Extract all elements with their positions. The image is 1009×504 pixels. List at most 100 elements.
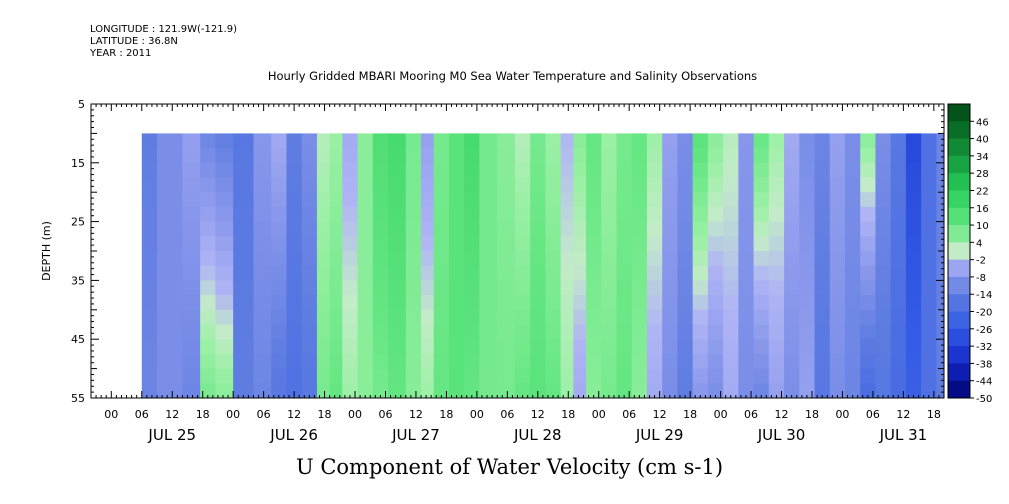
heatmap-cell (601, 206, 617, 222)
heatmap-cell (215, 251, 234, 267)
heatmap-cell (157, 206, 183, 222)
heatmap-cell (157, 324, 183, 340)
heatmap-cell (560, 353, 574, 369)
heatmap-cell (286, 265, 303, 281)
heatmap-cell (631, 162, 648, 178)
heatmap-cell (753, 162, 770, 178)
heatmap-cell (405, 148, 422, 164)
heatmap-cell (545, 221, 562, 237)
heatmap-cell (405, 383, 422, 399)
heatmap-cell (253, 339, 272, 355)
heatmap-cell (405, 353, 422, 369)
heatmap-cell (421, 280, 435, 296)
heatmap-cell (372, 162, 389, 178)
heatmap-cell (253, 383, 272, 399)
heatmap-cell (372, 265, 389, 281)
heatmap-cell (631, 236, 648, 252)
heatmap-cell (316, 148, 331, 164)
heatmap-cell (829, 383, 846, 399)
heatmap-cell (421, 265, 435, 281)
heatmap-cell (286, 221, 303, 237)
heatmap-cell (768, 353, 785, 369)
heatmap-cell (646, 309, 663, 325)
heatmap-cell (301, 148, 318, 164)
heatmap-cell (497, 221, 516, 237)
heatmap-cell (784, 206, 800, 222)
heatmap-cell (372, 309, 389, 325)
heatmap-cell (738, 295, 754, 311)
colorbar-label: -32 (976, 342, 992, 353)
heatmap-cell (799, 309, 815, 325)
heatmap-cell (677, 383, 694, 399)
heatmap-cell (601, 192, 617, 208)
heatmap-cell (253, 162, 272, 178)
heatmap-cell (545, 353, 562, 369)
heatmap-cell (631, 148, 648, 164)
x-day-label: JUL 26 (269, 426, 318, 444)
heatmap-cell (723, 192, 739, 208)
heatmap-cell (342, 265, 358, 281)
heatmap-cell (329, 339, 343, 355)
heatmap-cell (497, 162, 516, 178)
heatmap-cell (573, 324, 587, 340)
heatmap-cell (514, 177, 531, 193)
x-day-label: JUL 31 (879, 426, 928, 444)
heatmap-cell (372, 133, 389, 149)
heatmap-cell (753, 251, 770, 267)
heatmap-cell (464, 148, 480, 164)
heatmap-cell (936, 148, 945, 164)
heatmap-cell (421, 133, 435, 149)
colorbar-frame (947, 103, 971, 399)
x-hour-label: 18 (927, 408, 941, 421)
heatmap-cell (860, 236, 876, 252)
heatmap-cell (860, 353, 876, 369)
heatmap-cell (829, 133, 846, 149)
heatmap-cell (768, 368, 785, 384)
heatmap-cell (405, 221, 422, 237)
heatmap-cell (677, 280, 694, 296)
heatmap-cell (530, 221, 546, 237)
heatmap-cell (545, 383, 562, 399)
heatmap-cell (692, 280, 709, 296)
heatmap-cell (182, 265, 201, 281)
heatmap-cell (768, 133, 785, 149)
heatmap-cell (784, 148, 800, 164)
heatmap-cell (479, 221, 498, 237)
heatmap-cell (784, 309, 800, 325)
heatmap-cell (677, 177, 694, 193)
heatmap-cell (514, 133, 531, 149)
heatmap-cell (677, 339, 694, 355)
heatmap-cell (497, 265, 516, 281)
heatmap-cell (677, 206, 694, 222)
heatmap-cell (316, 295, 331, 311)
heatmap-cell (514, 192, 531, 208)
heatmap-cell (738, 236, 754, 252)
x-hour-label: 18 (805, 408, 819, 421)
heatmap-cell (814, 162, 831, 178)
heatmap-cell (921, 383, 937, 399)
heatmap-cell (707, 206, 724, 222)
heatmap-cell (560, 192, 574, 208)
heatmap-cell (286, 206, 303, 222)
heatmap-cell (723, 221, 739, 237)
heatmap-cell (723, 295, 739, 311)
heatmap-cell (631, 324, 648, 340)
latitude-text: LATITUDE : 36.8N (90, 36, 178, 47)
heatmap-cell (388, 162, 407, 178)
heatmap-cell (497, 383, 516, 399)
heatmap-cell (388, 280, 407, 296)
heatmap-cell (905, 295, 922, 311)
heatmap-cell (860, 148, 876, 164)
heatmap-cell (662, 324, 678, 340)
heatmap-cell (753, 177, 770, 193)
heatmap-cell (692, 221, 709, 237)
heatmap-cell (464, 280, 480, 296)
heatmap-cell (215, 324, 234, 340)
heatmap-cell (601, 148, 617, 164)
heatmap-cell (329, 251, 343, 267)
heatmap-cell (253, 353, 272, 369)
heatmap-cell (905, 280, 922, 296)
colorbar-label: -2 (976, 256, 986, 267)
heatmap-cell (936, 309, 945, 325)
heatmap-cell (692, 339, 709, 355)
